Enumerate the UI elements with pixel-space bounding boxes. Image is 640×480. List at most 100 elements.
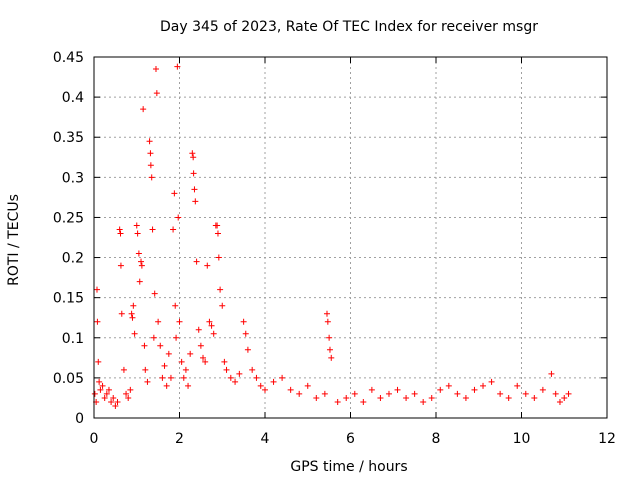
data-point — [125, 394, 132, 401]
data-point — [149, 226, 156, 233]
data-point — [324, 318, 331, 325]
data-point — [208, 322, 215, 329]
x-tick-label: 0 — [90, 431, 99, 447]
data-point — [151, 290, 158, 297]
data-point — [147, 150, 154, 157]
data-point — [170, 226, 177, 233]
data-point — [548, 370, 555, 377]
data-point — [142, 366, 149, 373]
data-point — [103, 390, 110, 397]
data-point — [117, 262, 124, 269]
data-point — [214, 222, 221, 229]
x-tick-label: 2 — [175, 431, 184, 447]
data-point — [159, 374, 166, 381]
data-point — [167, 374, 174, 381]
data-point — [522, 390, 529, 397]
data-point — [497, 390, 504, 397]
data-point — [377, 394, 384, 401]
data-point — [236, 370, 243, 377]
data-point — [134, 230, 141, 237]
data-point — [223, 366, 230, 373]
data-point — [175, 214, 182, 221]
data-point — [94, 318, 101, 325]
data-point — [445, 382, 452, 389]
data-point — [351, 390, 358, 397]
data-point — [117, 230, 124, 237]
data-point — [214, 230, 221, 237]
data-point — [97, 386, 104, 393]
data-point — [191, 186, 198, 193]
data-point — [171, 190, 178, 197]
data-point — [127, 386, 134, 393]
data-point — [120, 366, 127, 373]
data-point — [321, 390, 328, 397]
data-point — [561, 394, 568, 401]
y-tick-label: 0.3 — [62, 170, 84, 186]
data-point — [141, 342, 148, 349]
x-tick-label: 12 — [598, 431, 616, 447]
data-point — [189, 150, 196, 157]
data-point — [368, 386, 375, 393]
y-tick-label: 0.25 — [53, 210, 84, 226]
data-point — [539, 386, 546, 393]
data-point — [185, 382, 192, 389]
data-point — [108, 398, 115, 405]
data-point — [471, 386, 478, 393]
data-point — [505, 394, 512, 401]
data-point — [242, 330, 249, 337]
data-point — [323, 310, 330, 317]
data-point — [95, 358, 102, 365]
y-tick-label: 0.4 — [62, 90, 84, 106]
data-point — [488, 378, 495, 385]
data-point — [165, 350, 172, 357]
data-point — [454, 390, 461, 397]
data-point — [328, 354, 335, 361]
data-point — [385, 390, 392, 397]
data-point — [514, 382, 521, 389]
data-point — [270, 378, 277, 385]
data-point — [279, 374, 286, 381]
data-point — [210, 330, 217, 337]
data-point — [146, 138, 153, 145]
data-point — [287, 386, 294, 393]
data-point — [163, 382, 170, 389]
data-point — [138, 258, 145, 265]
data-point — [244, 346, 251, 353]
data-point — [197, 342, 204, 349]
data-point — [123, 390, 130, 397]
data-point — [200, 354, 207, 361]
data-point — [217, 286, 224, 293]
data-point — [153, 90, 160, 97]
data-point — [93, 286, 100, 293]
data-point — [343, 394, 350, 401]
y-axis-label: ROTI / TECUs — [6, 194, 22, 286]
data-point — [202, 358, 209, 365]
axis-ticks: 0 2 4 6 8 10 12 0 0.05 0.1 0.15 0.2 0.25 0.3 0.35 0.4 0.… — [53, 50, 616, 447]
data-point — [118, 310, 125, 317]
data-point — [227, 374, 234, 381]
x-tick-label: 8 — [432, 431, 441, 447]
data-point — [180, 374, 187, 381]
data-point — [110, 394, 117, 401]
data-point — [462, 394, 469, 401]
x-tick-label: 6 — [346, 431, 355, 447]
x-tick-label: 4 — [261, 431, 270, 447]
data-point — [99, 382, 106, 389]
data-point — [155, 318, 162, 325]
data-point — [326, 346, 333, 353]
data-point — [204, 262, 211, 269]
y-tick-label: 0.45 — [53, 50, 84, 66]
data-point — [428, 394, 435, 401]
data-point — [135, 250, 142, 257]
y-tick-label: 0.15 — [53, 291, 84, 307]
data-point — [219, 302, 226, 309]
data-point — [296, 390, 303, 397]
y-tick-label: 0.35 — [53, 130, 84, 146]
data-point — [394, 386, 401, 393]
data-point — [148, 174, 155, 181]
y-tick-label: 0.05 — [53, 371, 84, 387]
data-point — [206, 318, 213, 325]
data-point — [130, 302, 137, 309]
data-point — [147, 162, 154, 169]
data-point — [221, 358, 228, 365]
